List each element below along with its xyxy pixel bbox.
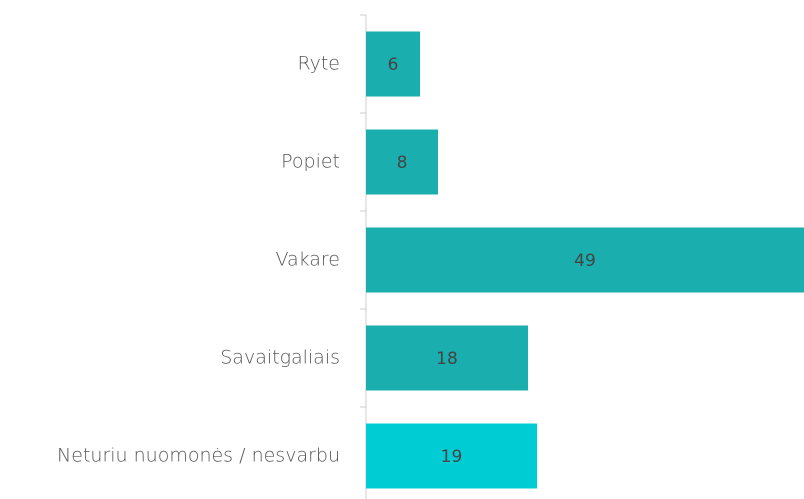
bar <box>366 325 528 391</box>
category-label: Neturiu nuomonės / nesvarbu <box>57 445 340 467</box>
category-label: Vakare <box>275 249 340 271</box>
value-label: 8 <box>397 153 408 173</box>
category-label: Ryte <box>297 53 340 75</box>
bar <box>366 31 420 97</box>
bar <box>366 129 438 195</box>
value-label: 19 <box>441 447 463 467</box>
value-label: 49 <box>574 251 596 271</box>
category-label: Popiet <box>281 151 340 173</box>
bar <box>366 423 537 489</box>
value-label: 18 <box>436 349 458 369</box>
category-label: Savaitgaliais <box>220 347 340 369</box>
value-label: 6 <box>388 55 399 75</box>
bar <box>366 227 804 293</box>
